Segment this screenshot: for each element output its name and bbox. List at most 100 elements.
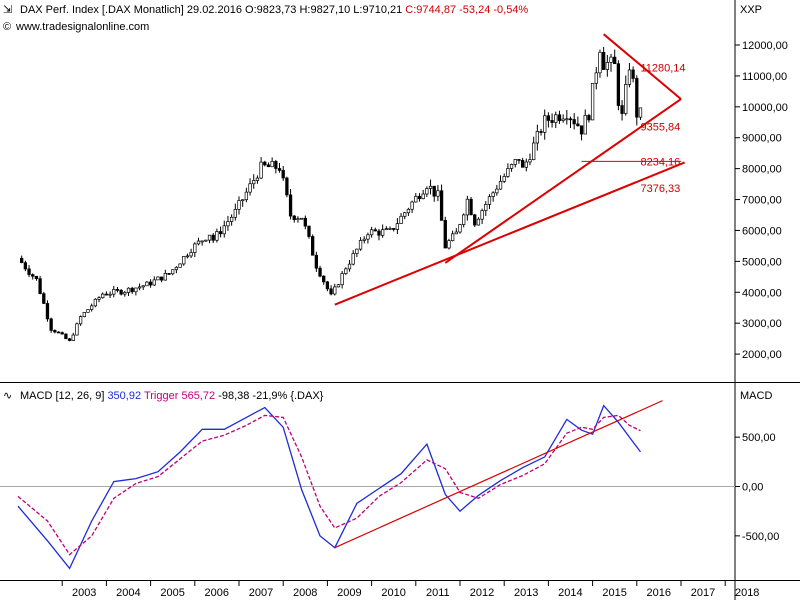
- ohlc-open: O:9823,73: [245, 4, 296, 16]
- candle-body: [75, 323, 79, 336]
- candle-body: [550, 120, 554, 123]
- candle-body: [546, 115, 551, 121]
- candle-body: [355, 248, 359, 254]
- candle-body: [196, 240, 201, 245]
- candle-body: [281, 170, 285, 179]
- candle-body: [148, 281, 153, 286]
- candle-body: [277, 168, 282, 171]
- candle-body: [613, 56, 617, 65]
- x-tick-label: 2013: [514, 587, 538, 599]
- candle-body: [145, 281, 149, 287]
- candle-body: [229, 216, 234, 222]
- candle-body: [598, 51, 602, 74]
- candle-body: [193, 243, 197, 253]
- candle-body: [252, 180, 256, 185]
- trendline-support-2009: [334, 161, 686, 306]
- candle-body: [535, 131, 539, 144]
- candle-body: [318, 267, 322, 277]
- candle-body: [211, 234, 215, 241]
- candle-body: [67, 338, 72, 341]
- candle-body: [428, 185, 433, 189]
- candle-body: [292, 215, 296, 221]
- candle-body: [101, 293, 105, 299]
- candle-body: [384, 228, 388, 231]
- candle-body: [56, 331, 61, 334]
- candle-body: [506, 168, 510, 177]
- candle-body: [392, 228, 396, 230]
- candle-body: [336, 284, 341, 288]
- y-tick-label: 10000,00: [742, 102, 788, 114]
- price-panel-bg: [0, 0, 735, 380]
- x-tick-label: 2012: [470, 587, 494, 599]
- candle-body: [93, 298, 98, 307]
- candle-body: [322, 275, 326, 283]
- trendline-support-2011: [444, 98, 682, 264]
- trendline-resistance-2015: [603, 33, 682, 100]
- candle-body: [215, 231, 219, 241]
- level-label: 8234,16: [640, 156, 680, 168]
- candle-body: [450, 233, 455, 242]
- candle-body: [462, 214, 466, 225]
- candle-body: [447, 240, 451, 249]
- candle-body: [27, 268, 31, 275]
- candle-body: [631, 69, 635, 79]
- candle-body: [38, 278, 42, 295]
- candle-body: [576, 123, 580, 127]
- candle-body: [49, 318, 53, 331]
- candle-body: [480, 210, 484, 220]
- candle-body: [31, 274, 35, 277]
- trigger-value: 565,72: [181, 390, 215, 402]
- y-tick-label: 3000,00: [742, 318, 782, 330]
- macd-lines: [17, 400, 663, 570]
- candle-body: [399, 215, 403, 224]
- candle-body: [520, 160, 525, 168]
- candle-body: [594, 72, 598, 84]
- candle-body: [517, 159, 521, 161]
- x-tick-label: 2005: [160, 587, 184, 599]
- candle-body: [185, 255, 190, 258]
- x-tick-label: 2017: [691, 587, 715, 599]
- candle-body: [53, 330, 57, 333]
- candle-body: [104, 293, 109, 296]
- candle-body: [218, 231, 223, 235]
- y-tick-label: 5000,00: [742, 256, 782, 268]
- candle-body: [561, 118, 565, 121]
- x-tick-label: 2014: [558, 587, 582, 599]
- candle-body: [160, 276, 164, 281]
- candle-body: [638, 107, 643, 118]
- candle-body: [189, 252, 193, 257]
- x-tick-label: 2011: [426, 587, 450, 599]
- candle-body: [495, 188, 499, 194]
- candle-body: [502, 176, 506, 182]
- candle-body: [255, 177, 260, 181]
- trendlines: 11280,14 9355,84 8234,16 7376,33: [334, 33, 686, 306]
- candle-body: [112, 289, 116, 295]
- chart-menu-icon[interactable]: ⇲: [3, 4, 12, 16]
- candle-body: [487, 196, 492, 205]
- candle-body: [620, 105, 624, 114]
- candle-body: [454, 231, 458, 235]
- candle-body: [34, 275, 39, 280]
- candle-body: [414, 195, 418, 203]
- candle-body: [200, 240, 204, 243]
- x-tick-label: 2018: [735, 587, 759, 599]
- candle-body: [329, 288, 333, 295]
- candle-body: [410, 201, 414, 210]
- price-candles: [20, 46, 643, 342]
- ohlc-low: L:9710,21: [353, 4, 402, 16]
- candle-body: [137, 286, 142, 289]
- macd-indicator-icon[interactable]: ∿: [3, 390, 12, 402]
- candle-body: [285, 177, 289, 196]
- y-tick-label: 11000,00: [742, 71, 787, 83]
- candle-body: [115, 289, 120, 291]
- candle-body: [439, 190, 444, 221]
- candle-body: [627, 69, 632, 85]
- macd-trendline: [334, 400, 663, 549]
- candle-body: [381, 229, 385, 236]
- candle-body: [259, 161, 263, 179]
- candle-body: [425, 188, 429, 195]
- candle-body: [554, 114, 558, 123]
- candle-body: [565, 118, 569, 121]
- y-tick-label: 2000,00: [742, 349, 782, 361]
